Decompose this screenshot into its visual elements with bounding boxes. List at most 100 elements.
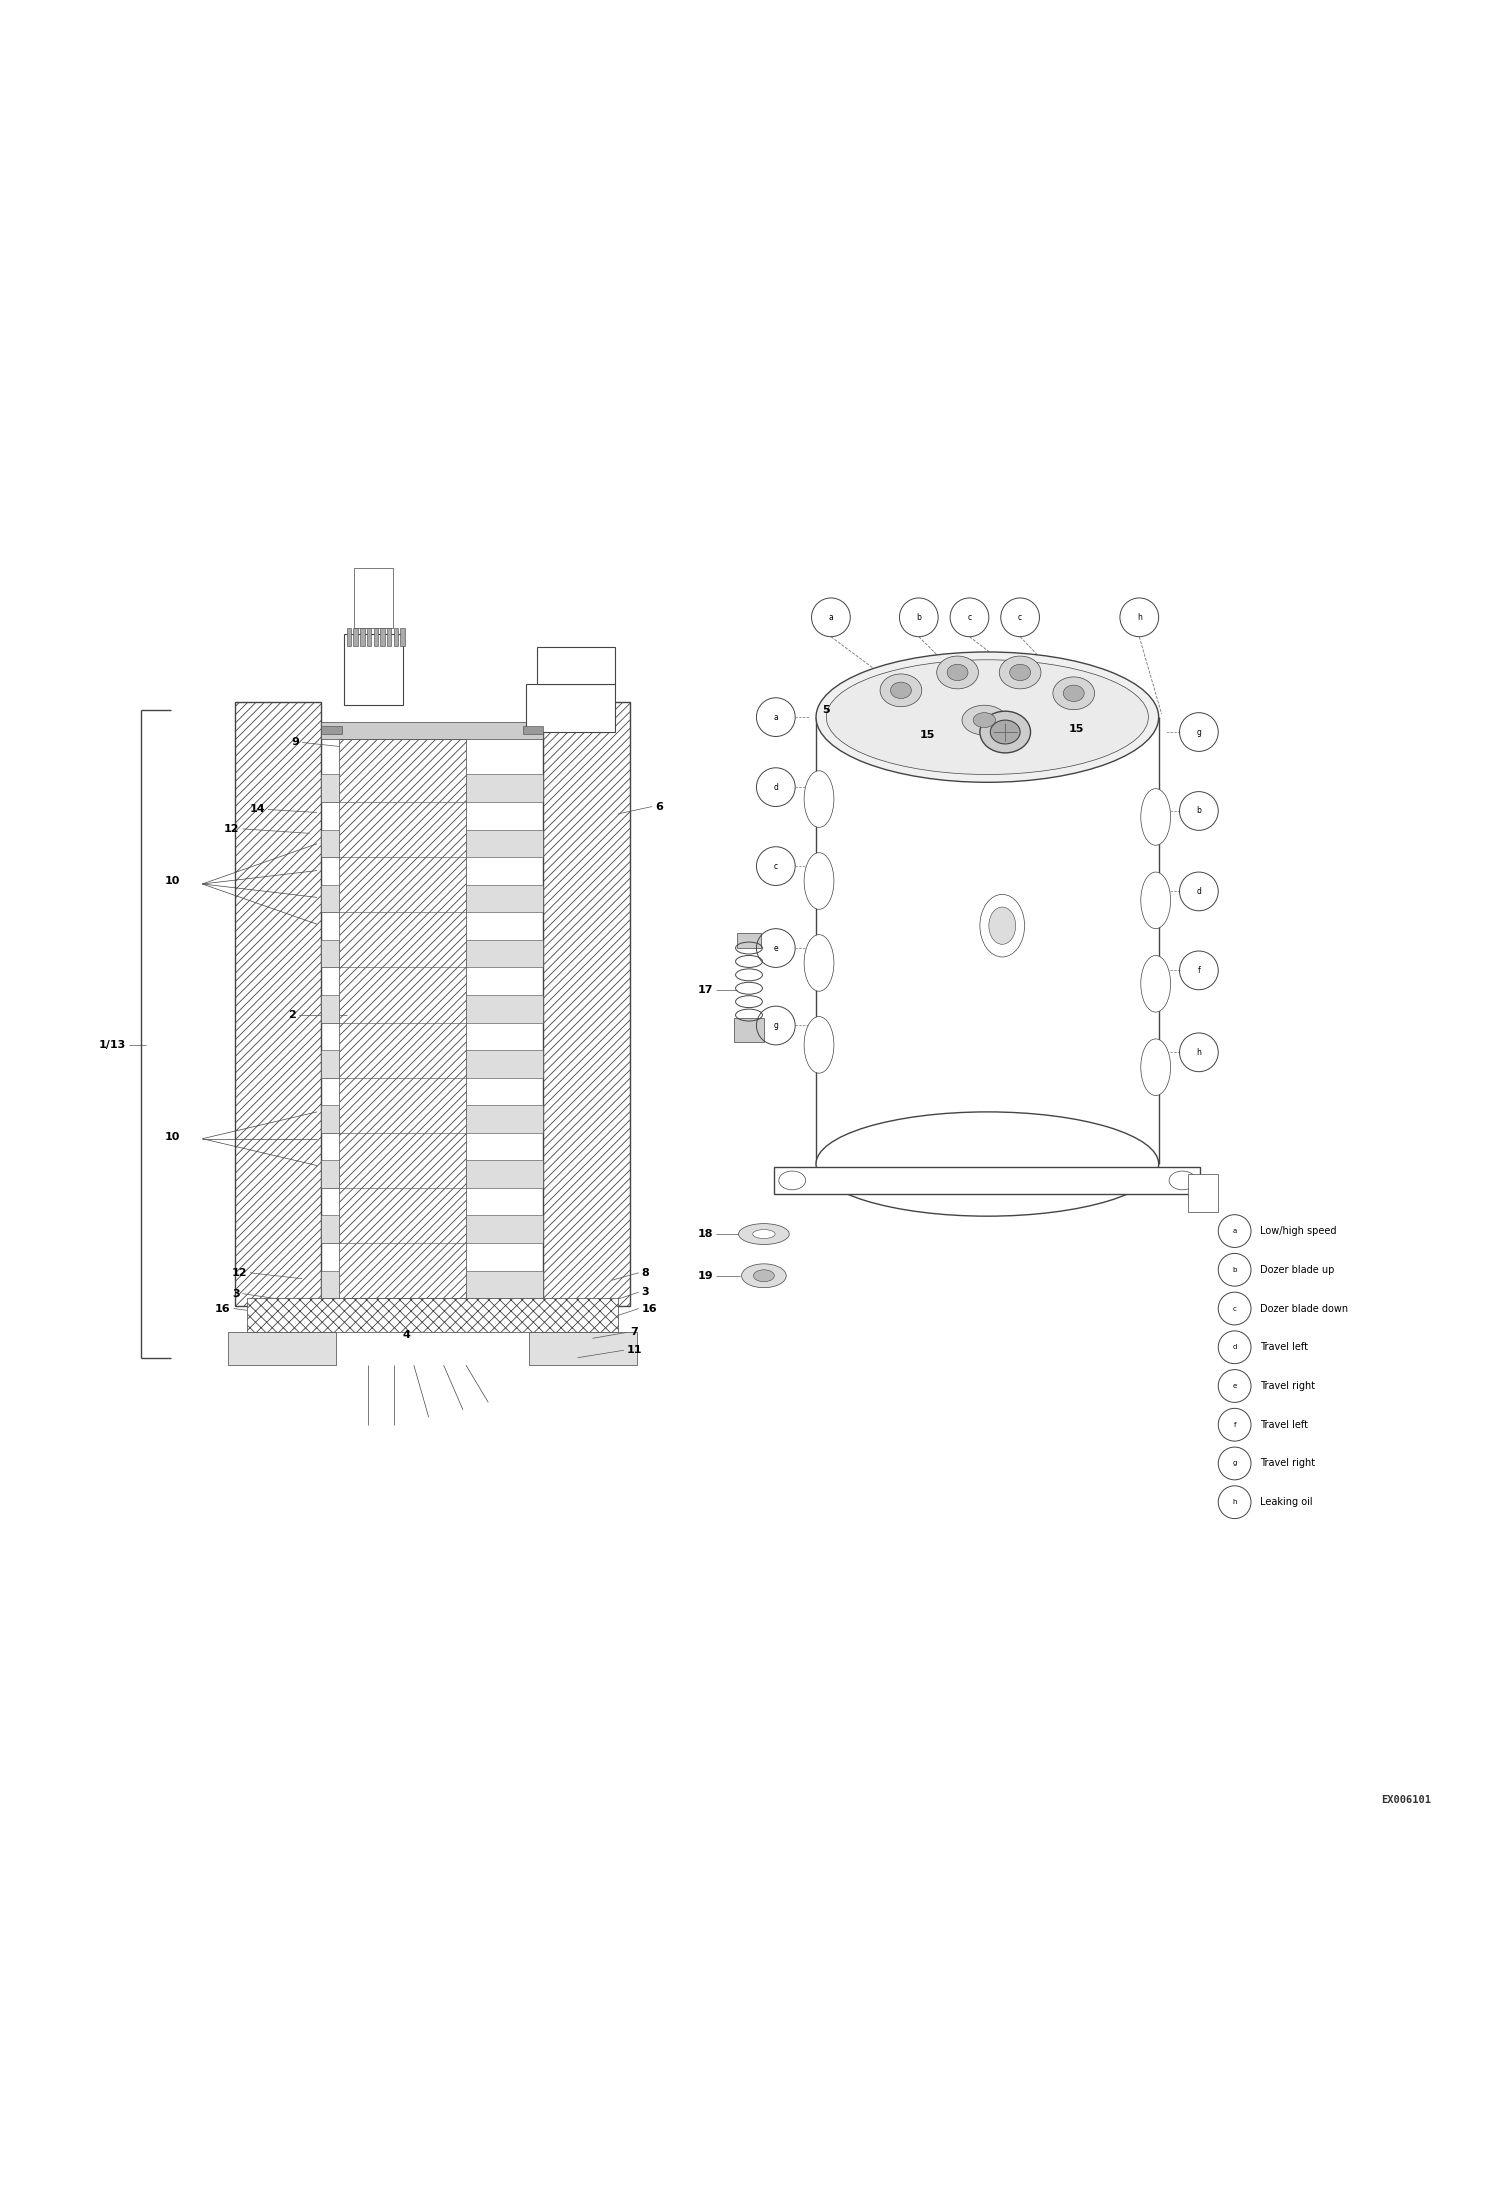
Bar [529, 1332, 637, 1365]
Bar [466, 1161, 544, 1187]
Text: h: h [1137, 612, 1141, 621]
Text: Travel left: Travel left [1260, 1343, 1308, 1352]
Ellipse shape [1053, 678, 1095, 709]
Text: 6: 6 [655, 801, 664, 812]
Text: c: c [1019, 612, 1022, 621]
Text: a: a [773, 713, 777, 722]
Ellipse shape [947, 665, 968, 680]
Bar [394, 627, 398, 645]
Bar [400, 627, 404, 645]
Ellipse shape [999, 656, 1041, 689]
Ellipse shape [881, 674, 921, 706]
Text: 8: 8 [641, 1268, 650, 1277]
Text: 2: 2 [289, 1009, 297, 1020]
Text: 9: 9 [291, 737, 300, 748]
Text: Travel left: Travel left [1260, 1420, 1308, 1430]
Ellipse shape [890, 682, 911, 698]
Ellipse shape [752, 1229, 774, 1240]
Text: 12: 12 [225, 825, 240, 834]
Text: f: f [1197, 965, 1200, 974]
Bar [466, 1106, 544, 1132]
Bar [380, 627, 385, 645]
Ellipse shape [779, 1172, 806, 1189]
Ellipse shape [804, 935, 834, 992]
Bar [523, 726, 544, 733]
Ellipse shape [1141, 871, 1170, 928]
Bar [386, 627, 391, 645]
Ellipse shape [1141, 954, 1170, 1011]
Bar [345, 634, 403, 704]
Ellipse shape [804, 770, 834, 827]
Text: 11: 11 [626, 1345, 643, 1356]
Ellipse shape [989, 906, 1016, 943]
Text: c: c [968, 612, 972, 621]
Text: c: c [1233, 1305, 1236, 1312]
Text: Low/high speed: Low/high speed [1260, 1226, 1336, 1235]
Bar [322, 1270, 340, 1299]
Text: 5: 5 [822, 704, 830, 715]
Text: 16: 16 [641, 1303, 658, 1314]
Bar [526, 685, 616, 733]
Text: b: b [1233, 1266, 1237, 1273]
Text: Travel right: Travel right [1260, 1380, 1315, 1391]
Bar [322, 939, 340, 968]
Ellipse shape [980, 711, 1031, 753]
Text: a: a [828, 612, 833, 621]
Bar [466, 1215, 544, 1244]
Polygon shape [340, 739, 466, 1299]
Text: h: h [1197, 1049, 1201, 1058]
Ellipse shape [1141, 788, 1170, 845]
Bar [466, 829, 544, 858]
Text: 3: 3 [232, 1288, 240, 1299]
Ellipse shape [742, 1264, 786, 1288]
Bar [1188, 1174, 1218, 1211]
Ellipse shape [962, 704, 1007, 735]
Text: e: e [773, 943, 777, 952]
Bar [348, 627, 351, 645]
Bar [367, 627, 372, 645]
Bar [466, 1051, 544, 1077]
Text: d: d [773, 783, 779, 792]
Bar [466, 774, 544, 803]
Bar [466, 884, 544, 913]
Bar [322, 1215, 340, 1244]
Text: 10: 10 [165, 875, 180, 886]
Polygon shape [544, 702, 629, 1305]
Ellipse shape [1168, 1172, 1195, 1189]
Text: b: b [917, 612, 921, 621]
Bar [322, 1106, 340, 1132]
Text: Dozer blade up: Dozer blade up [1260, 1264, 1335, 1275]
Text: c: c [774, 862, 777, 871]
Text: b: b [1197, 807, 1201, 816]
Bar [322, 1161, 340, 1187]
Bar [322, 774, 340, 803]
Text: h: h [1233, 1499, 1237, 1505]
Ellipse shape [804, 1016, 834, 1073]
Bar [373, 627, 377, 645]
Bar [737, 932, 761, 948]
Ellipse shape [804, 853, 834, 908]
Text: 1/13: 1/13 [99, 1040, 126, 1051]
Bar [322, 1051, 340, 1077]
Text: f: f [1233, 1422, 1236, 1428]
Ellipse shape [1010, 665, 1031, 680]
Text: g: g [773, 1020, 779, 1029]
Bar [734, 1018, 764, 1042]
Text: g: g [1197, 728, 1201, 737]
Bar [466, 1270, 544, 1299]
Polygon shape [235, 702, 322, 1305]
Bar [466, 939, 544, 968]
Text: 15: 15 [920, 731, 935, 739]
Text: 12: 12 [232, 1268, 247, 1277]
Text: 14: 14 [249, 805, 265, 814]
Ellipse shape [739, 1224, 789, 1244]
Text: 3: 3 [641, 1288, 649, 1297]
Text: 17: 17 [698, 985, 713, 994]
Bar [538, 647, 616, 685]
Ellipse shape [974, 713, 996, 728]
Ellipse shape [753, 1270, 774, 1281]
Ellipse shape [827, 660, 1149, 774]
Ellipse shape [980, 895, 1025, 957]
Bar [322, 722, 544, 739]
Text: d: d [1233, 1345, 1237, 1349]
